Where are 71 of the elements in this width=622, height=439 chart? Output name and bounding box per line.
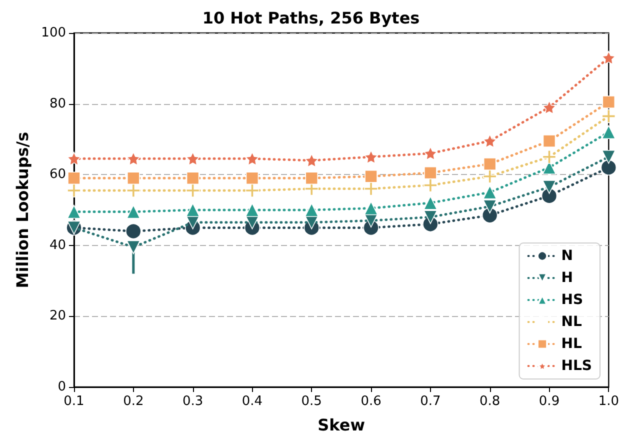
legend-label: HS [561,292,584,308]
point [424,210,438,224]
y-tick-label: 40 [49,238,66,253]
point [600,160,617,176]
point [364,182,378,196]
point [126,240,140,254]
point [305,172,318,185]
x-tick-label: 0.6 [360,394,382,409]
point [126,204,140,219]
y-tick-label: 100 [41,26,66,40]
point [482,169,497,184]
y-axis-title: Million Lookups/s [12,132,32,288]
chart-title: 10 Hot Paths, 256 Bytes [202,8,420,28]
point [68,172,80,185]
point [424,146,438,160]
point [364,170,378,183]
point [542,180,556,194]
point [424,166,437,180]
point [186,152,200,166]
point [126,184,140,198]
legend-label: H [561,270,573,286]
legend-label: HL [561,336,582,352]
point [67,204,81,219]
point [602,50,616,65]
point [186,203,200,217]
point [482,185,497,200]
point [482,207,498,224]
point [542,150,556,164]
point [483,158,496,170]
point [482,200,497,214]
point [541,188,558,204]
point [364,150,378,164]
point [424,178,438,192]
point [304,203,319,217]
x-tick-label: 0.8 [480,394,500,409]
x-tick-label: 0.5 [301,394,322,409]
point [126,223,142,240]
point [304,154,319,168]
point [364,201,378,216]
y-tick-label: 60 [49,167,66,182]
x-tick-label: 0.9 [538,394,560,409]
point [67,152,81,166]
point [424,196,438,210]
x-tick-label: 0.2 [123,394,144,409]
point [542,134,556,148]
point [186,184,200,198]
point [245,184,260,198]
legend-label: N [561,248,573,264]
x-tick-label: 0.7 [420,394,441,409]
x-tick-label: 0.3 [182,394,204,409]
point [602,150,616,164]
legend-label: NL [561,314,582,330]
point [127,172,140,185]
y-tick-label: 0 [58,380,66,394]
point [246,172,259,185]
point [602,96,616,108]
x-tick-label: 1.0 [598,394,620,409]
point [482,134,497,148]
x-axis-title: Skew [318,416,366,434]
point [602,109,616,124]
point [186,172,200,185]
point [245,152,260,166]
point [126,152,140,166]
legend-label: HLS [561,358,592,374]
y-tick-label: 80 [49,96,66,112]
x-tick-label: 0.4 [242,394,263,409]
point [602,125,616,140]
x-tick-label: 0.1 [64,394,84,409]
y-tick-label: 20 [49,308,66,324]
point [542,100,556,114]
point [245,203,260,217]
